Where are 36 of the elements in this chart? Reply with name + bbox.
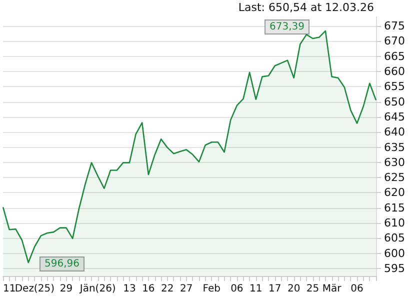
x-tick-label: 11 xyxy=(250,284,262,294)
x-tick-label: 25 xyxy=(306,284,320,294)
x-tick-label: Jän(26) xyxy=(78,284,116,294)
y-tick-label: 670 xyxy=(384,34,405,48)
annotation: 673,39 xyxy=(270,22,304,32)
x-tick-label: Mär xyxy=(322,284,342,294)
text: Last: 650,54 at 12.03.26 xyxy=(238,1,374,14)
y-tick-label: 605 xyxy=(384,232,405,245)
y-tick-label: 635 xyxy=(384,140,405,154)
x-tick-label: 22 xyxy=(161,284,174,294)
x-tick-label: 13 xyxy=(123,284,136,294)
x-tick-label: 17 xyxy=(268,284,282,294)
y-tick-label: 620 xyxy=(384,186,405,200)
y-tick-label: 610 xyxy=(384,216,405,230)
x-tick-label: 06 xyxy=(350,284,364,294)
x-tick-label: 16 xyxy=(142,284,155,294)
y-tick-label: 655 xyxy=(384,80,405,94)
y-tick-label: 625 xyxy=(384,171,405,184)
x-tick-label: 29 xyxy=(60,284,73,294)
y-tick-label: 630 xyxy=(384,156,405,169)
y-tick-label: 650 xyxy=(384,95,405,108)
y-tick-label: 595 xyxy=(384,262,405,275)
y-tick-label: 615 xyxy=(384,201,405,214)
x-tick-label: Dez(25) xyxy=(14,284,55,294)
y-tick-label: 675 xyxy=(384,20,405,33)
x-tick-label: 06 xyxy=(230,284,244,294)
x-tick-label: Feb xyxy=(202,284,221,294)
y-tick-label: 640 xyxy=(384,126,405,139)
x-tick-label: 11 xyxy=(2,284,16,294)
annotation: 596,96 xyxy=(44,258,80,270)
y-tick-label: 600 xyxy=(384,246,405,260)
x-tick-label: 20 xyxy=(287,284,300,294)
x-tick-label: 27 xyxy=(180,284,193,294)
y-tick-label: 645 xyxy=(384,110,405,124)
y-tick-label: 660 xyxy=(384,65,405,78)
y-tick-label: 665 xyxy=(384,50,405,63)
